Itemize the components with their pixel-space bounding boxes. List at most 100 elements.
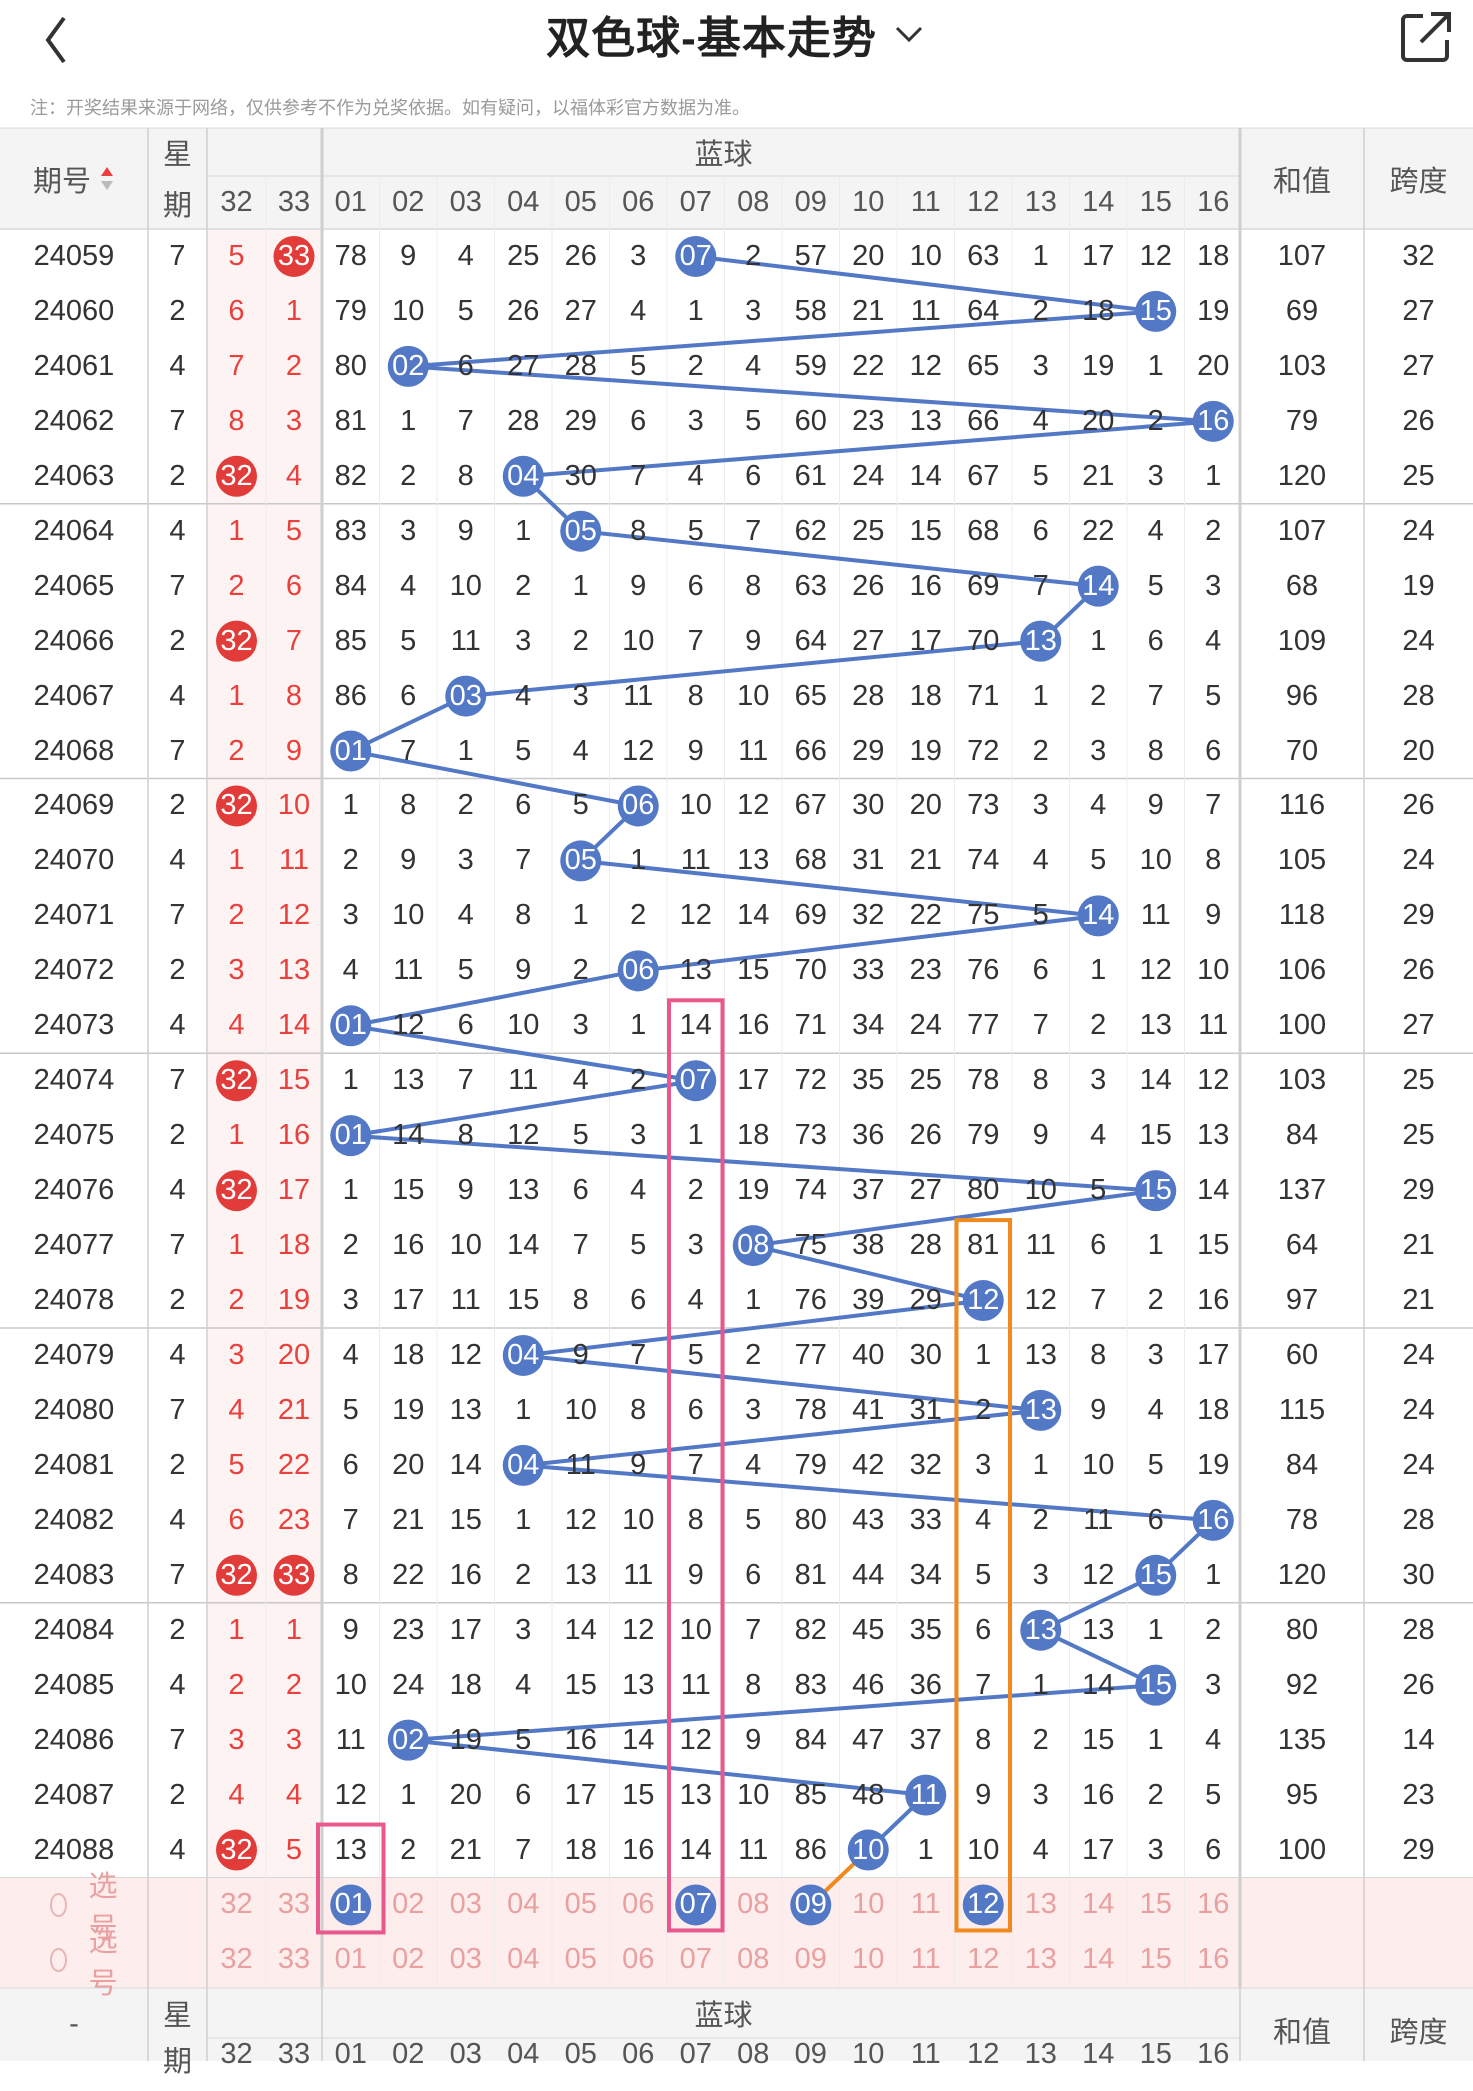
pick-red-33[interactable]: 33 [277,1888,311,1921]
blue-cell: 28 [852,679,885,712]
blue-cell: 3 [1032,349,1049,382]
pick-blue-number[interactable]: 01 [334,1943,367,1976]
blue-cell: 15 [1139,1119,1172,1152]
pick-blue-number[interactable]: 13 [1024,1943,1057,1976]
blue-col-header: 12 [967,186,1000,218]
week-cell: 2 [169,789,186,822]
pick-blue-number[interactable]: 02 [392,1888,425,1921]
pick-blue-number[interactable]: 05 [564,1888,597,1921]
blue-cell: 14 [507,1229,540,1262]
blue-cell: 8 [745,1668,762,1701]
pick-blue-number[interactable]: 15 [1139,1888,1172,1921]
pick-blue-number[interactable]: 08 [737,1888,770,1921]
footer-dash: - [69,2008,79,2040]
week-cell: 2 [169,1778,186,1811]
radio-icon[interactable] [50,1892,67,1917]
chevron-left-icon[interactable] [30,8,90,68]
red-tail-cell-33: 5 [285,1833,303,1866]
blue-cell: 08 [737,1229,770,1262]
pick-blue-number[interactable]: 12 [967,1943,1000,1976]
radio-icon[interactable] [50,1947,67,1972]
span-cell: 24 [1402,1393,1435,1426]
blue-cell: 1 [687,1119,704,1152]
blue-cell: 10 [737,679,770,712]
blue-cell: 31 [909,1393,942,1426]
blue-cell: 02 [392,349,425,382]
pick-blue-number[interactable]: 02 [392,1943,425,1976]
issue-header[interactable]: 期号 [0,128,148,229]
pick-blue-number[interactable]: 11 [910,1888,941,1921]
blue-cell: 7 [515,844,532,877]
pick-blue-number[interactable]: 16 [1197,1888,1230,1921]
blue-cell: 12 [967,1284,1000,1317]
blue-cell: 8 [1032,1064,1049,1097]
sum-cell: 84 [1285,1119,1319,1152]
pick-blue-number[interactable]: 08 [737,1943,770,1976]
blue-cell: 31 [852,844,885,877]
share-icon[interactable] [1395,6,1457,68]
pick-red-33[interactable]: 33 [277,1943,311,1976]
pick-blue-number[interactable]: 05 [564,1943,597,1976]
pick-blue-number[interactable]: 01 [334,1888,367,1921]
pick-blue-number[interactable]: 09 [794,1888,827,1921]
blue-cell: 11 [623,1558,654,1591]
blue-cell: 7 [400,734,417,767]
blue-cell: 3 [1205,569,1222,602]
blue-cell: 5 [1090,844,1107,877]
pick-blue-number[interactable]: 11 [910,1943,941,1976]
blue-cell: 5 [1147,569,1164,602]
pick-blue-number[interactable]: 07 [679,1888,712,1921]
span-cell: 29 [1402,1833,1435,1866]
blue-cell: 23 [392,1613,425,1646]
blue-cell: 5 [572,789,589,822]
pick-blue-number[interactable]: 04 [507,1943,540,1976]
red-tail-cell-32: 1 [228,1119,245,1152]
pick-blue-number[interactable]: 04 [507,1888,540,1921]
red-tail-cell-32: 3 [228,1723,245,1756]
blue-ball [1020,620,1062,662]
pick-blue-number[interactable]: 06 [622,1943,655,1976]
blue-cell: 18 [909,679,942,712]
blue-cell: 3 [745,1393,762,1426]
blue-cell: 2 [572,954,589,987]
blue-col-header: 10 [852,186,885,218]
blue-cell: 4 [745,349,762,382]
blue-cell: 13 [737,844,770,877]
title-dropdown[interactable]: 双色球-基本走势 [546,2,927,66]
pick-blue-number[interactable]: 10 [852,1943,885,1976]
blue-cell: 62 [794,514,827,547]
pick-blue-number[interactable]: 09 [794,1943,827,1976]
week-cell: 4 [169,1338,186,1371]
pick-blue-number[interactable]: 03 [449,1943,482,1976]
red-tail-cell-32: 32 [220,624,253,657]
sum-cell: 100 [1277,1009,1327,1042]
blue-cell: 17 [909,624,942,657]
pick-blue-number[interactable]: 15 [1139,1943,1172,1976]
pick-blue-number[interactable]: 03 [449,1888,482,1921]
select-row-toggle[interactable]: 选号 [50,1926,125,2000]
blue-cell: 3 [572,1009,589,1042]
pick-blue-number[interactable]: 14 [1082,1888,1115,1921]
pick-red-32[interactable]: 32 [220,1888,253,1921]
pick-blue-number[interactable]: 12 [967,1888,1000,1921]
sum-cell: 137 [1277,1174,1327,1207]
pick-blue-number[interactable]: 07 [679,1943,712,1976]
pick-blue-number[interactable]: 10 [852,1888,885,1921]
pick-blue-number[interactable]: 16 [1197,1943,1230,1976]
pick-blue-number[interactable]: 06 [622,1888,655,1921]
pick-red-32[interactable]: 32 [220,1943,253,1976]
select-row-toggle[interactable]: 选号 [50,1871,125,1945]
blue-cell: 2 [1032,294,1049,327]
red-tail-cell-33: 17 [277,1174,311,1207]
blue-cell: 4 [515,679,532,712]
pick-blue-number[interactable]: 13 [1024,1888,1057,1921]
blue-cell: 46 [852,1668,885,1701]
blue-cell: 61 [794,459,827,492]
issue-cell: 24070 [33,844,115,877]
blue-cell: 1 [572,569,589,602]
blue-cell: 4 [630,294,647,327]
pick-blue-number[interactable]: 14 [1082,1943,1115,1976]
blue-cell: 9 [1147,789,1164,822]
blue-cell: 6 [745,459,762,492]
issue-cell: 24086 [33,1723,115,1756]
